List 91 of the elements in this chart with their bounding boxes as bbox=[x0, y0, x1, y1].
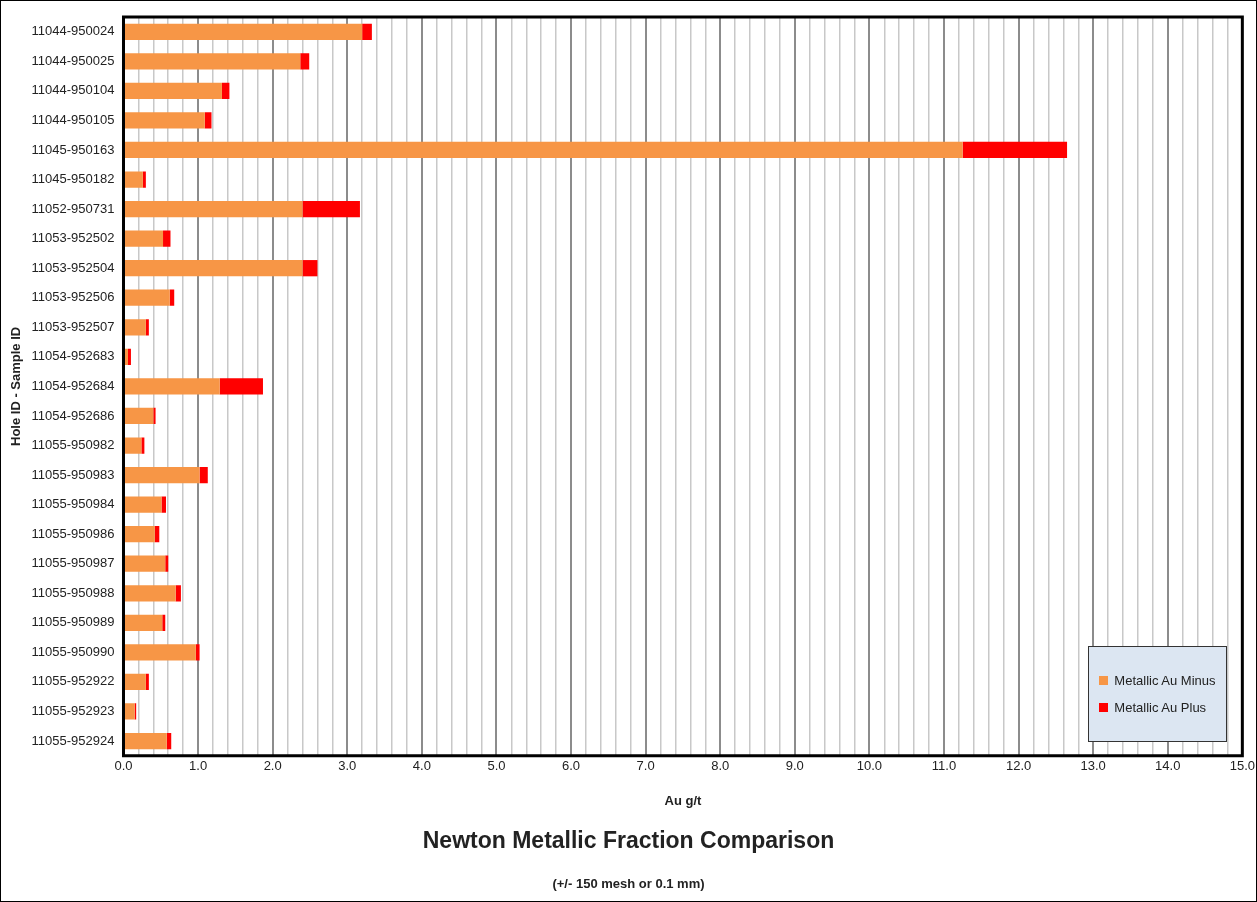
bar bbox=[124, 171, 143, 188]
bar bbox=[175, 585, 181, 602]
y-tick-label: 11052-950731 bbox=[31, 200, 115, 216]
x-tick-label: 10.0 bbox=[856, 758, 883, 774]
y-tick-label: 11044-950024 bbox=[31, 23, 115, 39]
y-tick-label: 11055-950987 bbox=[31, 555, 115, 571]
y-tick-label: 11054-952683 bbox=[31, 348, 115, 364]
bar bbox=[145, 319, 149, 336]
y-tick-label: 11055-950990 bbox=[31, 643, 115, 659]
bar bbox=[124, 732, 167, 750]
bar bbox=[124, 526, 155, 543]
bar bbox=[302, 260, 318, 277]
bar bbox=[124, 53, 301, 70]
bar bbox=[124, 289, 170, 306]
y-tick-label: 11055-950988 bbox=[31, 584, 115, 600]
y-tick-label: 11053-952502 bbox=[31, 230, 115, 246]
bar bbox=[141, 437, 145, 454]
bar bbox=[204, 112, 212, 129]
bar bbox=[163, 230, 171, 247]
bar bbox=[124, 466, 200, 484]
bar bbox=[145, 673, 149, 691]
legend-label: Metallic Au Minus bbox=[1114, 672, 1216, 688]
bar bbox=[124, 437, 142, 454]
text: (+/- 150 mesh or 0.1 mm) bbox=[551, 876, 706, 891]
bar bbox=[124, 407, 154, 425]
y-tick-label: 11055-952923 bbox=[31, 703, 115, 719]
x-tick-label: 6.0 bbox=[562, 758, 581, 774]
bar bbox=[195, 644, 200, 661]
y-tick-label: 11055-952922 bbox=[31, 673, 115, 689]
y-tick-label: 11055-950986 bbox=[31, 525, 115, 541]
y-tick-label: 11045-950182 bbox=[31, 171, 115, 187]
bar bbox=[362, 23, 372, 40]
bar bbox=[219, 378, 263, 395]
bar bbox=[124, 673, 146, 691]
x-tick-label: 5.0 bbox=[487, 758, 506, 774]
x-tick-label: 15.0 bbox=[1229, 758, 1256, 774]
bar bbox=[124, 555, 166, 572]
bar bbox=[124, 260, 303, 277]
legend-label: Metallic Au Plus bbox=[1114, 699, 1207, 715]
bar bbox=[162, 614, 166, 631]
x-tick-label: 1.0 bbox=[189, 758, 208, 774]
bar bbox=[300, 53, 310, 70]
y-tick-label: 11044-950104 bbox=[31, 82, 115, 98]
y-tick-label: 11055-950983 bbox=[31, 466, 115, 482]
x-tick-label: 8.0 bbox=[711, 758, 730, 774]
x-tick-label: 14.0 bbox=[1155, 758, 1181, 774]
bar bbox=[124, 112, 205, 129]
x-tick-label: 13.0 bbox=[1080, 758, 1106, 774]
x-tick-label: 2.0 bbox=[263, 758, 282, 774]
x-tick-label: 3.0 bbox=[338, 758, 357, 774]
x-tick-label: 12.0 bbox=[1005, 758, 1032, 774]
bar bbox=[124, 319, 146, 336]
y-tick-label: 11053-952504 bbox=[31, 259, 115, 275]
x-tick-label: 9.0 bbox=[785, 758, 804, 774]
y-tick-label: 11044-950105 bbox=[31, 112, 115, 128]
y-axis-title: Hole ID - Sample ID bbox=[8, 326, 24, 446]
bar bbox=[161, 496, 167, 513]
bar bbox=[124, 378, 220, 395]
bar bbox=[199, 466, 208, 484]
bar bbox=[124, 230, 164, 247]
bar bbox=[962, 141, 1068, 159]
y-tick-label: 11044-950025 bbox=[31, 52, 115, 68]
y-tick-label: 11054-952686 bbox=[31, 407, 115, 423]
bar bbox=[124, 703, 135, 720]
y-tick-label: 11055-950984 bbox=[31, 496, 115, 512]
bar bbox=[302, 200, 360, 218]
bar bbox=[124, 644, 196, 661]
y-tick-label: 11055-950982 bbox=[31, 437, 115, 453]
bar bbox=[124, 614, 163, 631]
bar bbox=[124, 200, 303, 218]
y-tick-label: 11053-952506 bbox=[31, 289, 115, 305]
y-tick-label: 11055-952924 bbox=[31, 732, 115, 748]
x-tick-label: 7.0 bbox=[636, 758, 655, 774]
x-axis-title: Au g/t bbox=[664, 792, 702, 808]
bar bbox=[124, 141, 963, 159]
x-tick-label: 11.0 bbox=[931, 758, 957, 774]
bar bbox=[124, 23, 363, 40]
y-tick-label: 11045-950163 bbox=[31, 141, 115, 157]
x-tick-label: 0.0 bbox=[114, 758, 133, 774]
y-tick-label: 11055-950989 bbox=[31, 614, 115, 630]
y-tick-label: 11053-952507 bbox=[31, 318, 115, 334]
bar bbox=[142, 171, 146, 188]
text: Newton Metallic Fraction Comparison bbox=[421, 827, 836, 854]
bar bbox=[124, 496, 162, 513]
bar bbox=[124, 585, 176, 602]
bar bbox=[165, 555, 169, 572]
x-tick-label: 4.0 bbox=[412, 758, 431, 774]
y-tick-label: 11054-952684 bbox=[31, 377, 115, 393]
bar bbox=[221, 82, 230, 100]
bar bbox=[124, 82, 222, 100]
bar bbox=[153, 407, 156, 425]
